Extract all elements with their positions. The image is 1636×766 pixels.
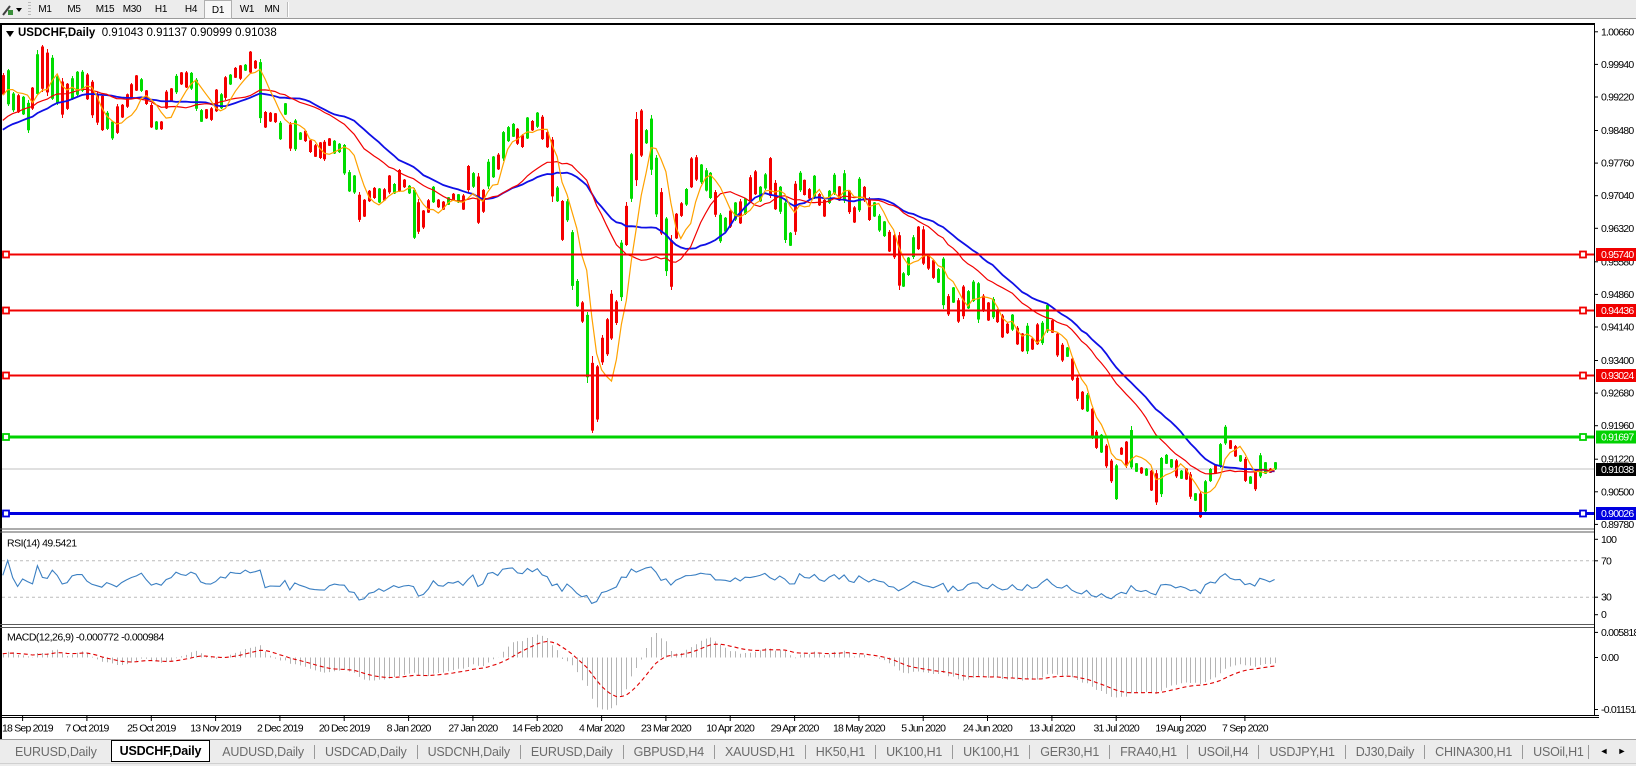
svg-text:-0.011514: -0.011514 — [1601, 704, 1636, 716]
svg-text:23 Mar 2020: 23 Mar 2020 — [641, 723, 692, 735]
svg-text:0.98480: 0.98480 — [1601, 125, 1634, 137]
svg-text:0.91697: 0.91697 — [1601, 432, 1634, 444]
svg-text:19 Aug 2020: 19 Aug 2020 — [1155, 723, 1206, 735]
svg-text:0.95740: 0.95740 — [1601, 249, 1634, 261]
svg-text:0.90500: 0.90500 — [1601, 486, 1634, 498]
svg-text:4 Mar 2020: 4 Mar 2020 — [579, 723, 625, 735]
svg-text:0.94436: 0.94436 — [1601, 305, 1634, 317]
svg-text:0.91220: 0.91220 — [1601, 454, 1634, 466]
svg-text:25 Oct 2019: 25 Oct 2019 — [127, 723, 176, 735]
svg-text:0.99940: 0.99940 — [1601, 59, 1634, 71]
svg-text:13 Nov 2019: 13 Nov 2019 — [190, 723, 242, 735]
svg-text:18 May 2020: 18 May 2020 — [833, 723, 886, 735]
svg-text:0.00: 0.00 — [1601, 652, 1619, 664]
svg-text:0: 0 — [1601, 609, 1607, 621]
svg-text:18 Sep 2019: 18 Sep 2019 — [2, 723, 54, 735]
svg-text:24 Jun 2020: 24 Jun 2020 — [963, 723, 1013, 735]
svg-text:0.005818: 0.005818 — [1601, 627, 1636, 639]
svg-text:0.89780: 0.89780 — [1601, 519, 1634, 531]
svg-text:7 Sep 2020: 7 Sep 2020 — [1222, 723, 1269, 735]
svg-text:0.93400: 0.93400 — [1601, 355, 1634, 367]
svg-text:100: 100 — [1601, 534, 1617, 546]
svg-text:29 Apr 2020: 29 Apr 2020 — [771, 723, 820, 735]
svg-text:0.94140: 0.94140 — [1601, 322, 1634, 334]
svg-text:0.96320: 0.96320 — [1601, 223, 1634, 235]
svg-text:70: 70 — [1601, 555, 1612, 567]
svg-text:0.93024: 0.93024 — [1601, 370, 1634, 382]
svg-text:RSI(14) 49.5421: RSI(14) 49.5421 — [7, 538, 77, 550]
svg-text:0.97040: 0.97040 — [1601, 190, 1634, 202]
svg-text:20 Dec 2019: 20 Dec 2019 — [319, 723, 371, 735]
svg-text:1.00660: 1.00660 — [1601, 26, 1634, 38]
svg-text:14 Feb 2020: 14 Feb 2020 — [512, 723, 563, 735]
svg-text:30: 30 — [1601, 592, 1612, 604]
svg-text:0.94860: 0.94860 — [1601, 289, 1634, 301]
svg-text:0.92680: 0.92680 — [1601, 388, 1634, 400]
svg-text:MACD(12,26,9) -0.000772 -0.000: MACD(12,26,9) -0.000772 -0.000984 — [7, 632, 165, 644]
svg-text:31 Jul 2020: 31 Jul 2020 — [1093, 723, 1139, 735]
svg-text:5 Jun 2020: 5 Jun 2020 — [901, 723, 946, 735]
svg-text:0.91960: 0.91960 — [1601, 420, 1634, 432]
svg-text:13 Jul 2020: 13 Jul 2020 — [1029, 723, 1075, 735]
svg-text:8 Jan 2020: 8 Jan 2020 — [387, 723, 432, 735]
svg-text:0.97760: 0.97760 — [1601, 158, 1634, 170]
svg-text:27 Jan 2020: 27 Jan 2020 — [448, 723, 498, 735]
svg-text:0.99220: 0.99220 — [1601, 92, 1634, 104]
svg-text:0.90026: 0.90026 — [1601, 508, 1634, 520]
svg-text:0.91038: 0.91038 — [1601, 464, 1634, 476]
svg-text:10 Apr 2020: 10 Apr 2020 — [706, 723, 755, 735]
svg-text:2 Dec 2019: 2 Dec 2019 — [257, 723, 304, 735]
svg-text:7 Oct 2019: 7 Oct 2019 — [65, 723, 109, 735]
svg-text:0.95580: 0.95580 — [1601, 256, 1634, 268]
